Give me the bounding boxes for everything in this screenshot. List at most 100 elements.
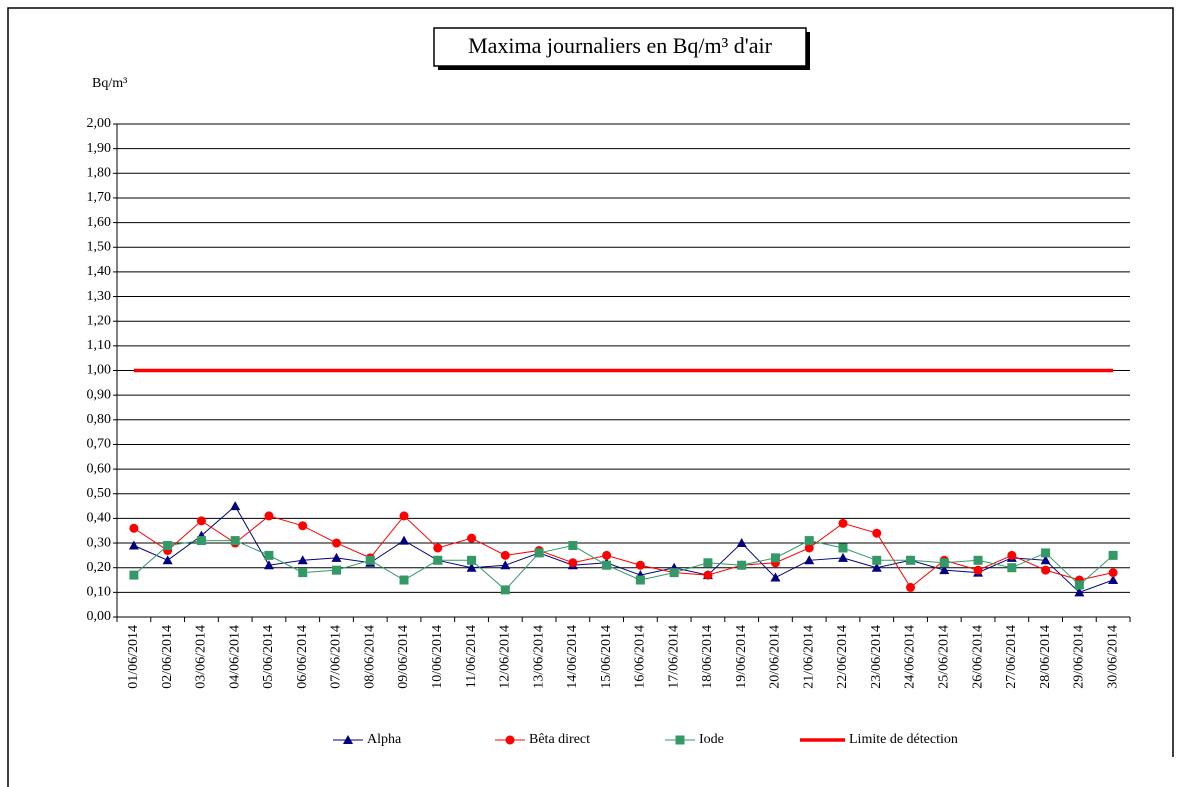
x-tick-label: 10/06/2014 bbox=[430, 625, 445, 689]
x-tick-label: 13/06/2014 bbox=[531, 625, 546, 689]
x-tick-label: 05/06/2014 bbox=[261, 625, 276, 689]
data-point bbox=[1007, 550, 1017, 560]
data-point bbox=[1108, 575, 1119, 585]
data-point bbox=[906, 582, 916, 592]
y-tick-label: 0,50 bbox=[87, 486, 112, 501]
x-tick-label: 14/06/2014 bbox=[565, 625, 580, 689]
x-tick-label: 29/06/2014 bbox=[1072, 625, 1087, 689]
data-point bbox=[804, 555, 815, 565]
data-point bbox=[196, 536, 206, 546]
data-point bbox=[230, 501, 241, 511]
data-point bbox=[635, 575, 645, 585]
y-tick-label: 1,70 bbox=[87, 190, 112, 205]
data-point bbox=[737, 560, 747, 570]
data-point bbox=[568, 558, 578, 568]
x-tick-label: 16/06/2014 bbox=[633, 625, 648, 689]
chart-border bbox=[7, 7, 1174, 787]
data-point bbox=[602, 560, 612, 570]
series-line bbox=[133, 505, 1114, 593]
x-tick-label: 21/06/2014 bbox=[801, 625, 816, 689]
data-point bbox=[669, 568, 679, 578]
y-tick-label: 1,50 bbox=[87, 239, 112, 254]
y-tick-label: 0,20 bbox=[87, 560, 112, 575]
data-point bbox=[500, 560, 511, 570]
data-point bbox=[365, 555, 375, 565]
x-tick-label: 20/06/2014 bbox=[768, 625, 783, 689]
data-point bbox=[500, 550, 510, 560]
x-tick-label: 27/06/2014 bbox=[1004, 625, 1019, 689]
x-tick-label: 01/06/2014 bbox=[126, 625, 141, 689]
data-point bbox=[770, 572, 781, 582]
data-point bbox=[1041, 565, 1051, 575]
x-tick-label: 15/06/2014 bbox=[599, 625, 614, 689]
y-tick-label: 1,40 bbox=[87, 264, 112, 279]
x-tick-label: 23/06/2014 bbox=[869, 625, 884, 689]
data-point bbox=[399, 575, 409, 585]
data-point bbox=[399, 511, 409, 521]
x-tick-label: 04/06/2014 bbox=[227, 625, 242, 689]
y-tick-label: 1,60 bbox=[87, 215, 112, 230]
data-point bbox=[838, 543, 848, 553]
y-tick-label: 0,30 bbox=[87, 535, 112, 550]
y-tick-label: 1,30 bbox=[87, 289, 112, 304]
data-point bbox=[534, 548, 544, 558]
data-point bbox=[331, 565, 341, 575]
x-tick-label: 08/06/2014 bbox=[362, 625, 377, 689]
y-tick-label: 0,00 bbox=[87, 609, 112, 624]
x-tick-label: 03/06/2014 bbox=[194, 625, 209, 689]
y-tick-label: 1,80 bbox=[87, 166, 112, 181]
y-tick-label: 0,40 bbox=[87, 511, 112, 526]
data-point bbox=[871, 562, 882, 572]
data-point bbox=[129, 523, 139, 533]
data-point bbox=[1074, 587, 1085, 597]
x-tick-label: 25/06/2014 bbox=[937, 625, 952, 689]
legend-label: Iode bbox=[699, 732, 724, 747]
x-tick-label: 11/06/2014 bbox=[464, 625, 479, 688]
data-point bbox=[1108, 550, 1118, 560]
legend-marker bbox=[675, 735, 685, 745]
y-tick-label: 0,80 bbox=[87, 412, 112, 427]
x-tick-label: 02/06/2014 bbox=[160, 625, 175, 689]
data-point bbox=[331, 538, 341, 548]
data-point bbox=[433, 543, 443, 553]
data-point bbox=[1108, 568, 1118, 578]
data-point bbox=[1007, 563, 1017, 573]
data-point bbox=[467, 533, 477, 543]
y-tick-label: 1,10 bbox=[87, 338, 112, 353]
data-point bbox=[703, 558, 713, 568]
x-tick-label: 26/06/2014 bbox=[970, 625, 985, 689]
data-point bbox=[804, 543, 814, 553]
data-point bbox=[770, 553, 780, 563]
data-point bbox=[602, 550, 612, 560]
data-point bbox=[736, 538, 747, 548]
data-point bbox=[163, 541, 173, 551]
data-point bbox=[467, 555, 477, 565]
x-tick-label: 30/06/2014 bbox=[1105, 625, 1120, 689]
data-point bbox=[500, 585, 510, 595]
data-point bbox=[196, 516, 206, 526]
y-tick-label: 0,70 bbox=[87, 437, 112, 452]
data-point bbox=[128, 540, 139, 550]
data-point bbox=[1041, 548, 1051, 558]
x-tick-label: 07/06/2014 bbox=[329, 625, 344, 689]
data-point bbox=[804, 536, 814, 546]
legend-marker bbox=[505, 735, 515, 745]
y-tick-label: 2,00 bbox=[87, 116, 112, 131]
legend-label: Bêta direct bbox=[529, 732, 590, 747]
data-point bbox=[399, 535, 410, 545]
data-point bbox=[129, 570, 139, 580]
y-tick-label: 0,90 bbox=[87, 387, 112, 402]
data-point bbox=[939, 558, 949, 568]
data-point bbox=[263, 560, 274, 570]
data-point bbox=[298, 521, 308, 531]
data-point bbox=[1074, 580, 1084, 590]
data-point bbox=[906, 555, 916, 565]
data-point bbox=[264, 550, 274, 560]
data-point bbox=[973, 555, 983, 565]
x-tick-label: 06/06/2014 bbox=[295, 625, 310, 689]
data-point bbox=[264, 511, 274, 521]
data-point bbox=[433, 555, 443, 565]
y-axis-label: Bq/m³ bbox=[92, 76, 127, 91]
y-tick-label: 1,20 bbox=[87, 313, 112, 328]
